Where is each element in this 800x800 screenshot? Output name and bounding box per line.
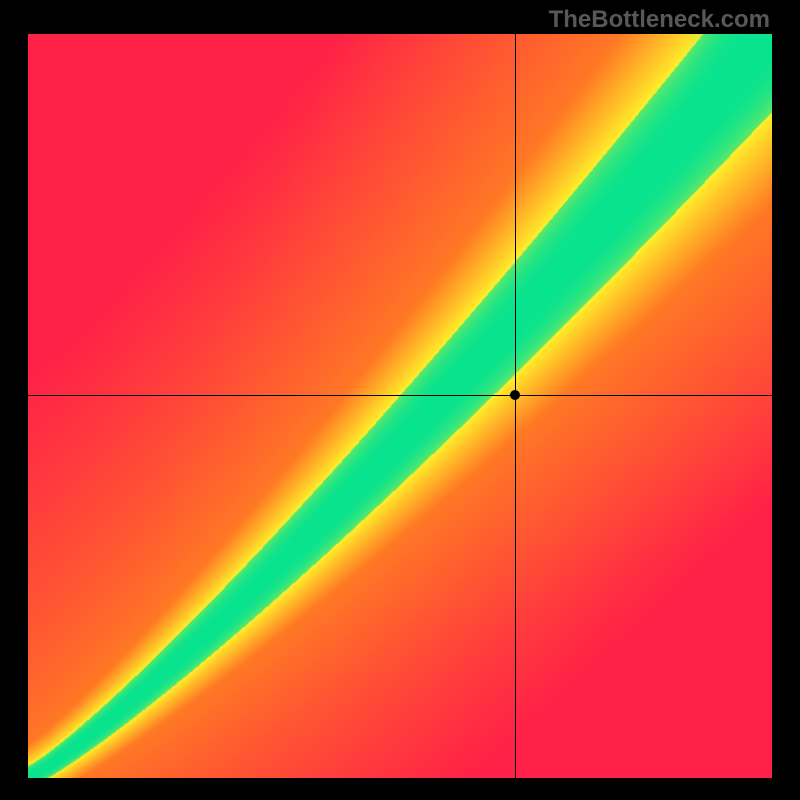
- crosshair-vertical: [515, 34, 516, 778]
- bottleneck-heatmap: [28, 34, 772, 778]
- crosshair-horizontal: [28, 395, 772, 396]
- watermark-text: TheBottleneck.com: [549, 6, 770, 34]
- crosshair-dot: [510, 390, 520, 400]
- chart-container: TheBottleneck.com: [0, 0, 800, 800]
- plot-area: [28, 34, 772, 778]
